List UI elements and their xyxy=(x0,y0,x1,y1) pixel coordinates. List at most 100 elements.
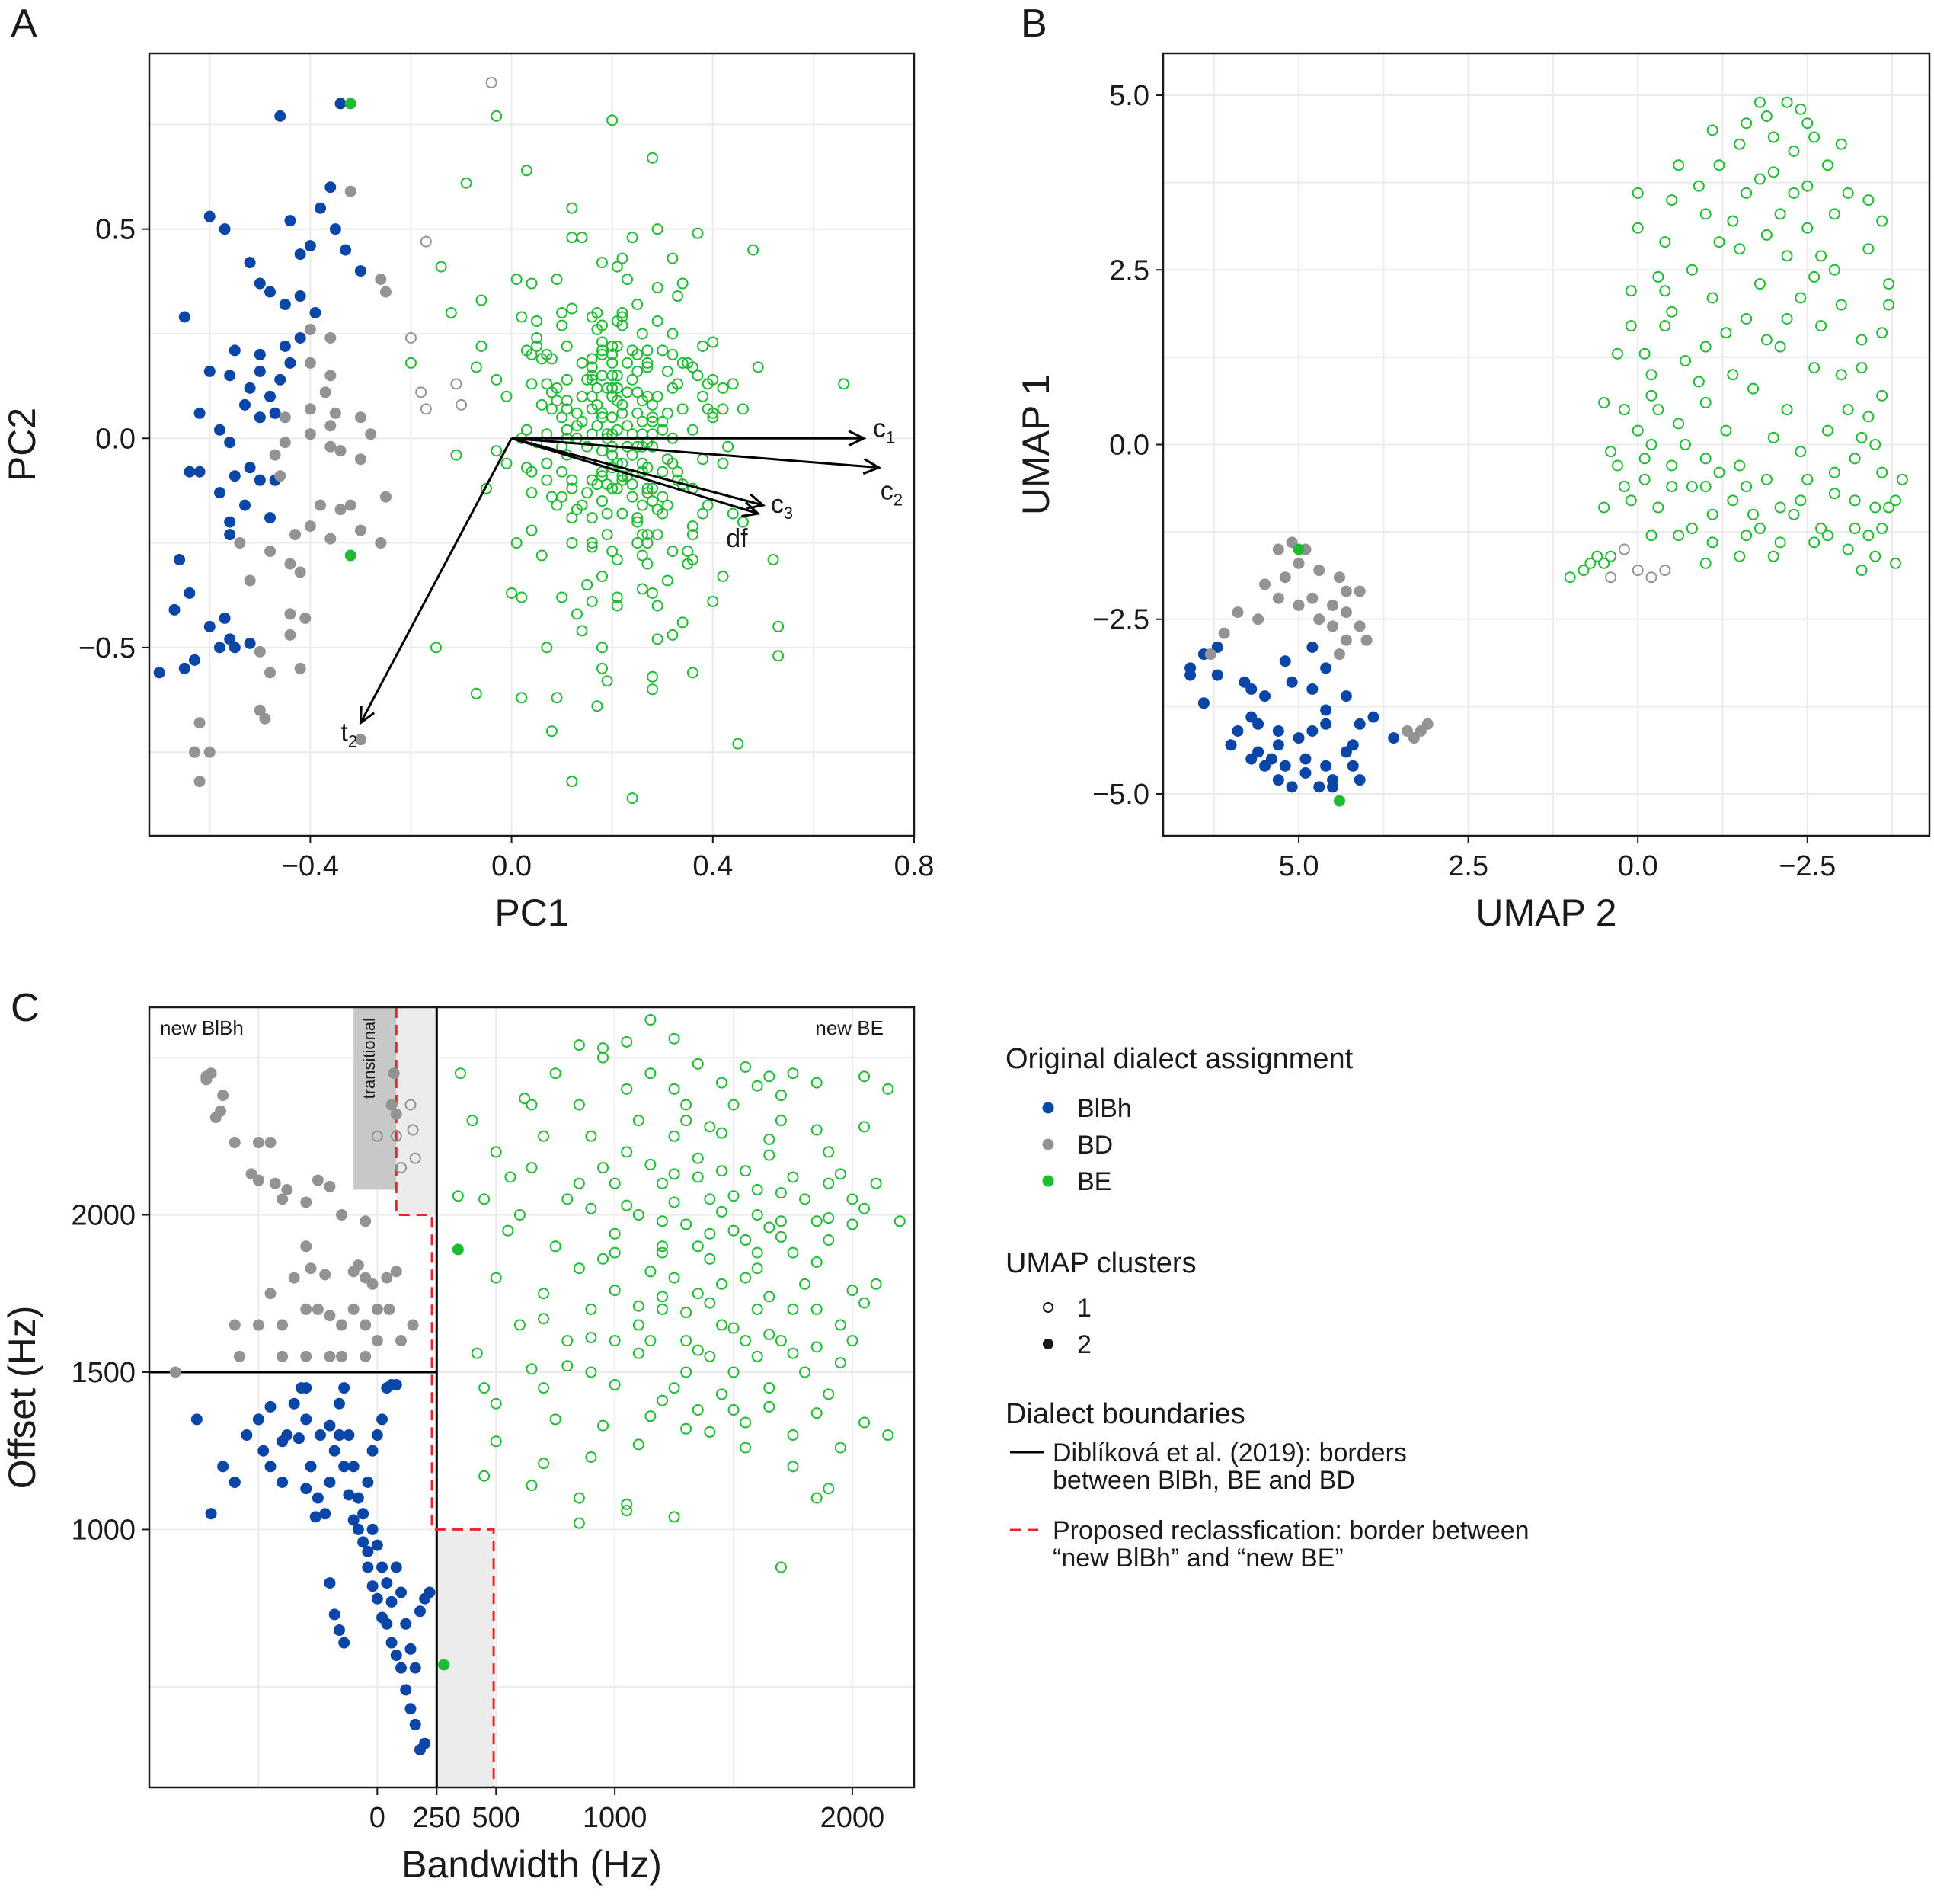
point-blbh-cluster-2 xyxy=(1320,704,1332,716)
point-be-cluster-1 xyxy=(596,642,608,654)
point-bd-cluster-2 xyxy=(388,1067,400,1080)
point-bd-cluster-2 xyxy=(383,1303,395,1315)
point-be-cluster-1 xyxy=(1706,292,1718,304)
point-be-cluster-1 xyxy=(1849,453,1861,465)
point-be-cluster-1 xyxy=(772,620,785,632)
point-blbh-cluster-2 xyxy=(334,98,347,110)
y-tick-label: 0.5 xyxy=(95,214,136,246)
point-be-cluster-1 xyxy=(692,1404,704,1416)
point-be-cluster-1 xyxy=(870,1177,882,1189)
point-be-cluster-1 xyxy=(834,1319,846,1331)
point-blbh-cluster-2 xyxy=(343,1429,355,1442)
point-be-cluster-1 xyxy=(858,1416,871,1429)
point-bd-cluster-2 xyxy=(324,331,337,344)
point-be-cluster-1 xyxy=(668,1196,680,1208)
point-be-cluster-2 xyxy=(438,1659,450,1671)
point-be-cluster-1 xyxy=(581,487,593,499)
x-tick-label: 0.8 xyxy=(894,850,935,882)
point-be-cluster-1 xyxy=(692,1152,704,1164)
point-be-cluster-1 xyxy=(556,319,568,331)
point-bd-cluster-2 xyxy=(279,411,291,424)
point-be-cluster-1 xyxy=(526,378,538,390)
point-be-cluster-1 xyxy=(471,1347,483,1359)
point-be-cluster-1 xyxy=(531,315,543,327)
point-blbh-cluster-2 xyxy=(1347,739,1359,751)
point-be-cluster-1 xyxy=(632,1300,644,1312)
point-be-cluster-1 xyxy=(1828,488,1840,500)
point-bd-cluster-2 xyxy=(229,1137,241,1149)
point-be-cluster-1 xyxy=(591,382,603,394)
point-blbh-cluster-2 xyxy=(347,1514,360,1526)
point-be-cluster-1 xyxy=(632,1209,644,1221)
point-blbh-cluster-2 xyxy=(385,1637,398,1649)
point-bd-cluster-2 xyxy=(381,1272,393,1284)
point-blbh-cluster-2 xyxy=(217,1461,229,1473)
point-be-cluster-1 xyxy=(727,1322,740,1334)
panel-c-bandwidth-offset-plot: new BlBh new BE transitional 0 250 500 1000 200… xyxy=(1,1006,916,1886)
point-be-cluster-1 xyxy=(810,1303,823,1315)
point-be-cluster-1 xyxy=(1605,446,1617,458)
point-bd-cluster-2 xyxy=(334,445,347,457)
point-bd-cluster-2 xyxy=(169,1366,181,1378)
point-blbh-cluster-2 xyxy=(324,1577,336,1589)
point-be-cluster-1 xyxy=(520,165,532,177)
point-bd-cluster-2 xyxy=(385,1099,398,1111)
point-be-cluster-1 xyxy=(526,487,538,499)
point-blbh-cluster-2 xyxy=(1272,725,1284,737)
legend-swatch-umap-open xyxy=(1043,1302,1053,1313)
point-be-cluster-1 xyxy=(722,440,734,453)
point-be-cluster-1 xyxy=(1760,110,1773,123)
point-be-cluster-1 xyxy=(1645,369,1657,381)
point-be-cluster-1 xyxy=(740,1416,752,1429)
point-be-cluster-1 xyxy=(704,1297,716,1309)
point-bd-cluster-2 xyxy=(1327,599,1339,611)
point-bd-cluster-1 xyxy=(1632,565,1644,577)
point-be-cluster-1 xyxy=(1795,292,1807,304)
y-tick-label: 5.0 xyxy=(1109,80,1149,112)
point-blbh-cluster-2 xyxy=(343,1489,355,1501)
point-be-cluster-1 xyxy=(641,558,654,570)
point-be-cluster-1 xyxy=(1828,264,1840,276)
point-be-cluster-1 xyxy=(641,529,654,541)
point-be-cluster-1 xyxy=(641,357,654,369)
point-be-cluster-1 xyxy=(609,1285,621,1297)
point-blbh-cluster-2 xyxy=(1184,662,1197,674)
point-be-cluster-1 xyxy=(641,482,654,494)
point-be-cluster-1 xyxy=(632,1438,644,1451)
point-be-cluster-1 xyxy=(661,453,673,466)
point-bd-cluster-2 xyxy=(284,629,296,641)
point-be-cluster-1 xyxy=(1821,530,1833,542)
point-be-cluster-1 xyxy=(596,257,608,269)
point-be-cluster-1 xyxy=(1632,187,1644,199)
point-bd-cluster-2 xyxy=(209,1112,222,1124)
point-blbh-cluster-2 xyxy=(1293,732,1305,744)
point-blbh-cluster-2 xyxy=(264,1461,277,1473)
point-be-cluster-1 xyxy=(1699,557,1712,569)
point-bd-cluster-2 xyxy=(277,1319,289,1331)
point-be-cluster-1 xyxy=(573,1517,585,1529)
point-be-cluster-1 xyxy=(1693,376,1705,388)
panel-b-points xyxy=(1184,96,1908,807)
point-be-cluster-1 xyxy=(1801,222,1814,234)
point-bd-cluster-2 xyxy=(336,1350,348,1362)
point-blbh-cluster-2 xyxy=(300,1382,312,1394)
point-be-cluster-1 xyxy=(470,361,482,373)
point-be-cluster-1 xyxy=(787,1429,799,1442)
point-blbh-cluster-2 xyxy=(324,1476,336,1488)
point-bd-cluster-2 xyxy=(1354,620,1366,632)
point-be-cluster-1 xyxy=(626,478,638,491)
point-blbh-cluster-2 xyxy=(203,365,216,377)
point-blbh-cluster-2 xyxy=(328,1445,340,1457)
point-be-cluster-1 xyxy=(549,1240,561,1253)
point-be-cluster-1 xyxy=(846,1335,858,1347)
point-blbh-cluster-2 xyxy=(1299,766,1312,779)
point-bd-cluster-2 xyxy=(277,1193,289,1205)
point-be-cluster-1 xyxy=(727,1404,740,1416)
point-be-cluster-1 xyxy=(651,390,663,402)
point-be-cluster-1 xyxy=(715,1077,727,1089)
point-be-cluster-1 xyxy=(611,382,623,394)
point-be-cluster-1 xyxy=(657,424,669,436)
point-be-cluster-1 xyxy=(651,315,663,327)
point-be-cluster-1 xyxy=(657,491,669,503)
point-be-cluster-1 xyxy=(707,373,719,386)
